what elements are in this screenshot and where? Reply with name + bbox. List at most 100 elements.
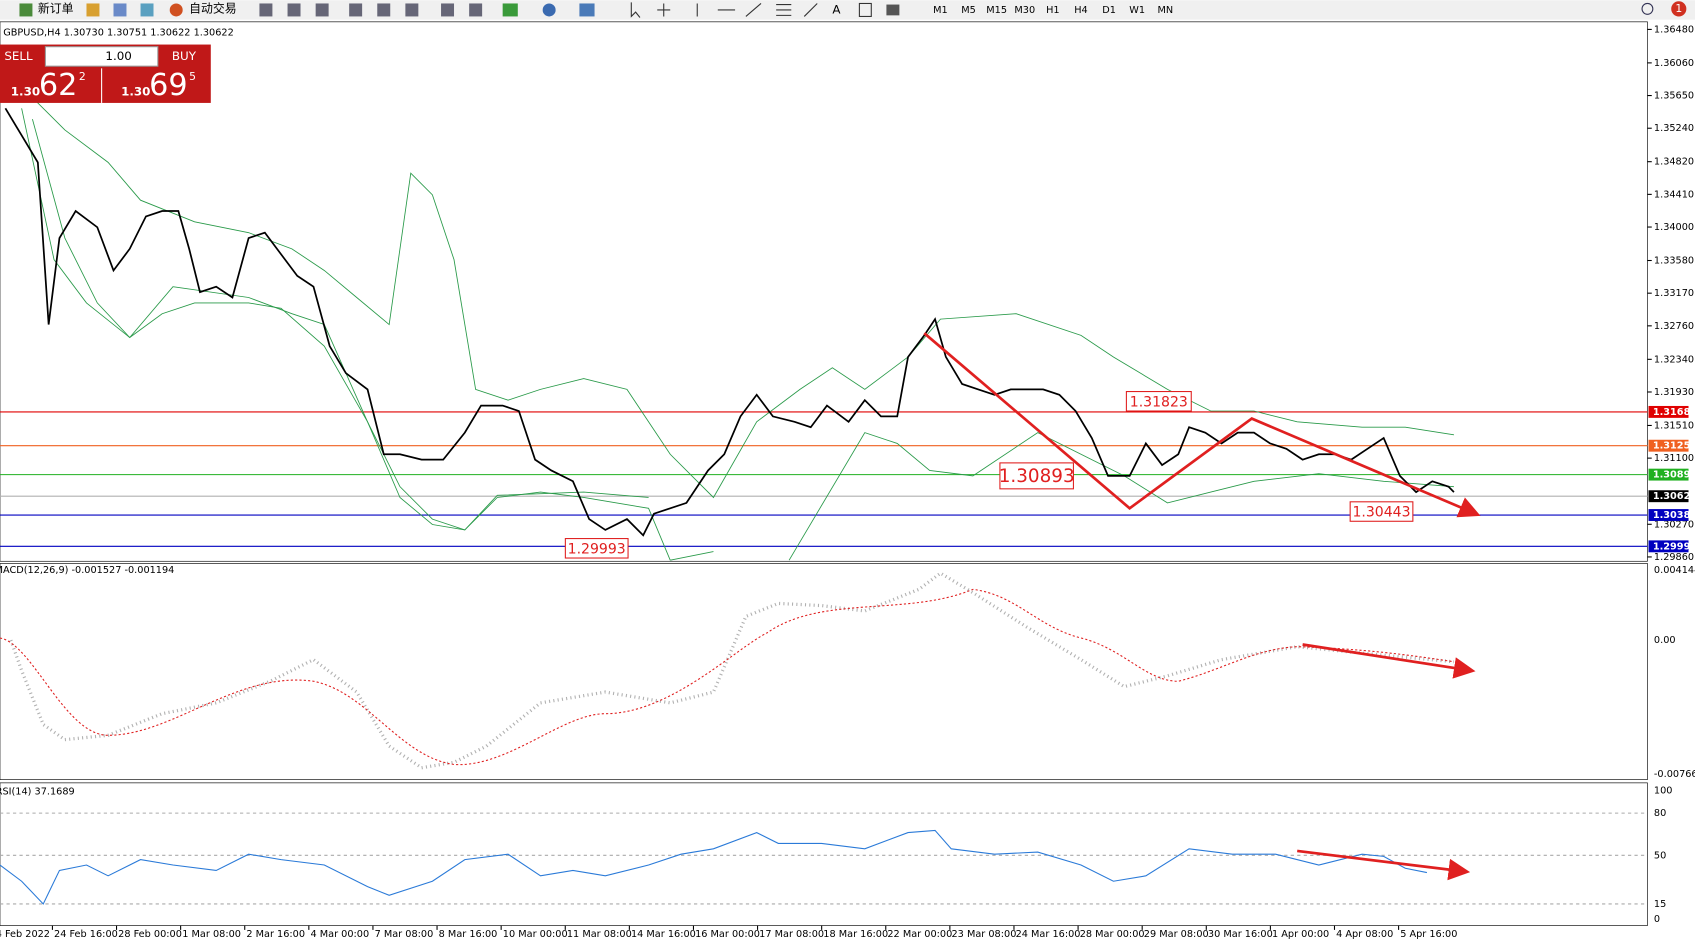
annotation-box	[1125, 391, 1192, 412]
rsi-levels	[0, 812, 1648, 905]
timeframe[interactable]: M15	[986, 5, 1007, 16]
timeframe[interactable]: M30	[1014, 5, 1035, 16]
buy-button[interactable]: BUY	[172, 49, 197, 63]
text-icon[interactable]: A	[832, 2, 841, 16]
macd-signal	[0, 588, 1455, 766]
time-label: 2 Mar 16:00	[246, 929, 305, 940]
sell-button[interactable]: SELL	[4, 49, 33, 63]
tool-icon[interactable]	[259, 3, 273, 17]
new-order-icon[interactable]	[19, 3, 33, 17]
timeframe[interactable]: MN	[1157, 5, 1173, 16]
price-label: 1.32340	[1654, 354, 1694, 365]
tool-icon[interactable]	[86, 3, 100, 17]
tool-icon[interactable]	[502, 3, 518, 17]
rsi-axis-label: 15	[1654, 899, 1666, 910]
timeframe[interactable]: W1	[1129, 5, 1145, 16]
level-tag	[1648, 490, 1689, 503]
tool-icon[interactable]	[113, 3, 127, 17]
timeframe[interactable]: H4	[1074, 5, 1088, 16]
rsi-header: RSI(14) 37.1689	[0, 787, 75, 798]
toolbar-bg	[0, 0, 1695, 20]
sell-prefix: 1.30	[11, 85, 40, 99]
time-label: 7 Mar 08:00	[375, 929, 434, 940]
tool-icon[interactable]	[349, 3, 363, 17]
tool-icon[interactable]	[441, 3, 455, 17]
level-label: 1.29993	[1653, 541, 1695, 552]
search-icon[interactable]	[1641, 2, 1654, 15]
lot-value[interactable]: 1.00	[105, 49, 131, 63]
cursor-icon[interactable]	[630, 2, 641, 18]
draw-icons[interactable]	[696, 3, 818, 17]
time-label: 23 Mar 08:00	[951, 929, 1016, 940]
rsi-axis-label: 50	[1654, 850, 1666, 861]
time-label: 24 Feb 16:00	[54, 929, 118, 940]
chart-header: GBPUSD,H4 1.30730 1.30751 1.30622 1.3062…	[3, 28, 234, 39]
price-label: 1.34820	[1654, 157, 1694, 168]
auto-trading-icon[interactable]	[169, 3, 183, 17]
tool-icon[interactable]	[469, 3, 483, 17]
price-label: 1.34410	[1654, 189, 1694, 200]
timeframe[interactable]: M1	[933, 5, 948, 16]
auto-trading[interactable]: 自动交易	[189, 1, 237, 15]
macd-axis-label: 0.004144	[1654, 565, 1695, 576]
time-label: 4 Mar 00:00	[310, 929, 369, 940]
time-label: 18 Mar 16:00	[823, 929, 888, 940]
time-label: 28 Mar 00:00	[1080, 929, 1145, 940]
time-label: 11 Mar 08:00	[567, 929, 632, 940]
tool-icon[interactable]	[377, 3, 391, 17]
price-label: 1.31510	[1654, 420, 1694, 431]
toolbar: 新订单 自动交易 A M1 M5 M15 M30 H1 H4 D1 W1 MN	[0, 0, 1695, 20]
rsi-line	[0, 829, 1428, 905]
alerts-badge[interactable]	[1671, 1, 1687, 17]
levels	[0, 411, 1648, 547]
time-label: 1 Apr 00:00	[1272, 929, 1329, 940]
timeframe[interactable]: H1	[1046, 5, 1060, 16]
tool-icons: A	[259, 2, 900, 18]
timeframe[interactable]: D1	[1102, 5, 1116, 16]
time-label: 16 Mar 00:00	[695, 929, 760, 940]
price-label: 1.35650	[1654, 91, 1694, 102]
level-label: 1.31256	[1653, 441, 1695, 452]
tool-icon[interactable]	[405, 3, 419, 17]
sell-big[interactable]: 62	[39, 68, 78, 103]
time-label: 8 Mar 16:00	[439, 929, 498, 940]
trade-panel: SELL BUY 1.00 1.30 62 2 1.30 69 5	[0, 44, 211, 103]
tool-icon[interactable]	[542, 3, 556, 17]
timeframes: M1 M5 M15 M30 H1 H4 D1 W1 MN	[933, 5, 1173, 16]
annotation-box	[999, 462, 1074, 490]
time-label: 4 Apr 08:00	[1336, 929, 1393, 940]
timeframe[interactable]: M5	[961, 5, 976, 16]
rsi-axis-label: 80	[1654, 808, 1666, 819]
rsi-axis-label: 100	[1654, 785, 1673, 796]
price-label: 1.31100	[1654, 453, 1694, 464]
tool-icon[interactable]	[287, 3, 301, 17]
level-tag	[1648, 509, 1689, 521]
tool-icon[interactable]	[579, 3, 595, 17]
shapes-icon[interactable]	[886, 4, 900, 16]
price-label: 1.36480	[1654, 24, 1694, 35]
time-label: 10 Mar 00:00	[503, 929, 568, 940]
buy-big[interactable]: 69	[149, 68, 188, 103]
price-label: 1.33170	[1654, 288, 1694, 299]
macd-axis-label: -0.007664	[1654, 769, 1695, 780]
annotation: 1.29993	[568, 541, 626, 557]
rsi-axis-label: 0	[1654, 914, 1660, 925]
price-label: 1.33580	[1654, 256, 1694, 267]
new-order[interactable]: 新订单	[38, 1, 74, 15]
annotation: 1.30893	[999, 466, 1075, 487]
axes: 1.36480 1.36060 1.35650 1.35240 1.34820 1.344…	[0, 24, 1695, 940]
price-label: 1.30270	[1654, 519, 1694, 530]
level-tag	[1648, 540, 1689, 553]
macd-header: MACD(12,26,9) -0.001527 -0.001194	[0, 565, 174, 576]
label-icon[interactable]	[858, 2, 872, 17]
time-label: 29 Mar 08:00	[1144, 929, 1209, 940]
time-label: 22 Mar 00:00	[887, 929, 952, 940]
level-label: 1.30386	[1653, 510, 1695, 521]
time-label: 17 Mar 08:00	[759, 929, 824, 940]
level-tag	[1648, 405, 1689, 418]
tool-icon[interactable]	[315, 3, 329, 17]
lot-input[interactable]	[44, 46, 159, 67]
annotation: 1.31823	[1130, 394, 1188, 410]
tool-icon[interactable]	[140, 3, 154, 17]
crosshair-icon[interactable]	[657, 3, 671, 17]
